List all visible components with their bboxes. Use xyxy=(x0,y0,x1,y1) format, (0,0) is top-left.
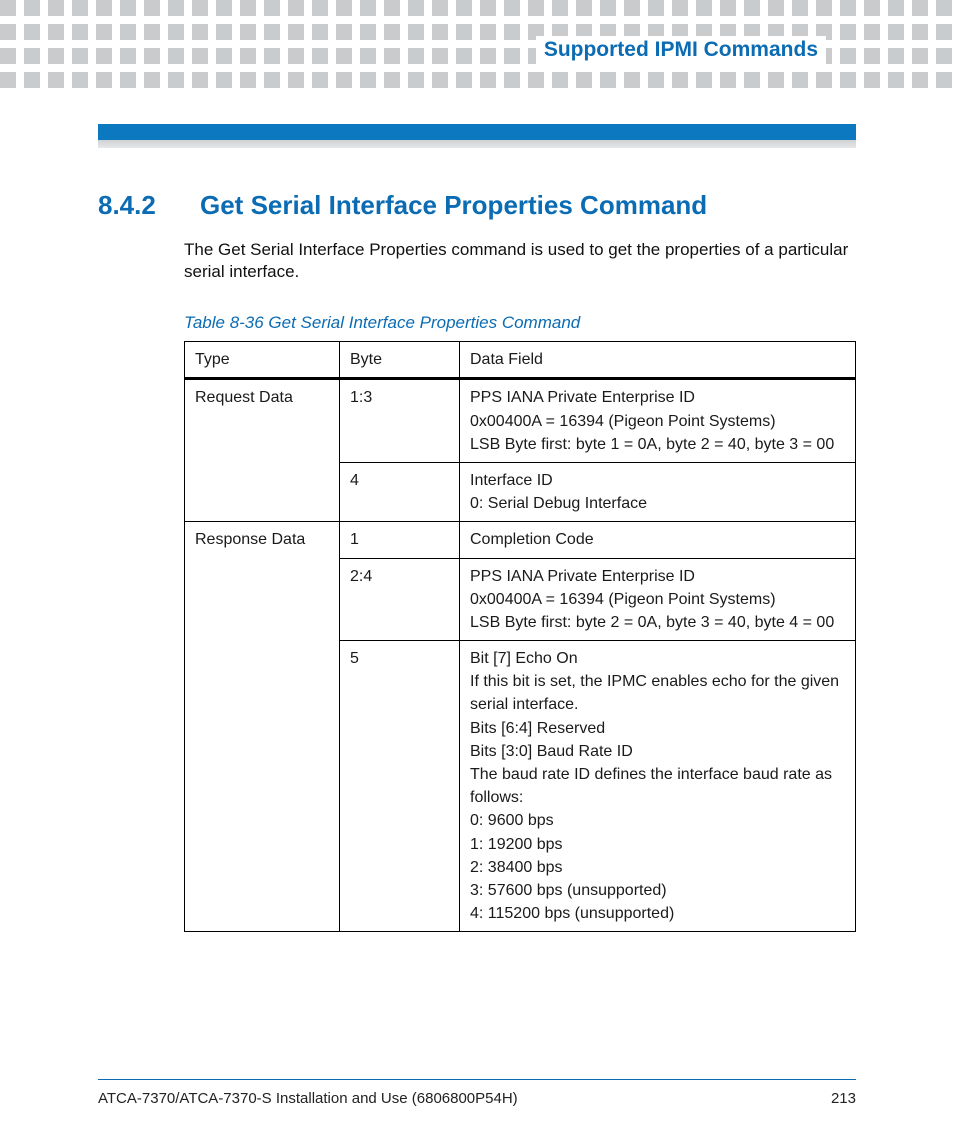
cell-data-line: Bits [6:4] Reserved xyxy=(470,717,845,740)
cell-data-line: 0x00400A = 16394 (Pigeon Point Systems) xyxy=(470,588,845,611)
table-row: Request Data1:3PPS IANA Private Enterpri… xyxy=(185,379,856,463)
header-blue-bar xyxy=(98,124,856,140)
cell-data: PPS IANA Private Enterprise ID0x00400A =… xyxy=(460,558,856,641)
cell-data-line: Bit [7] Echo On xyxy=(470,647,845,670)
footer-doc-title: ATCA-7370/ATCA-7370-S Installation and U… xyxy=(98,1090,518,1107)
cell-data-line: PPS IANA Private Enterprise ID xyxy=(470,386,845,409)
cell-type: Response Data xyxy=(185,522,340,932)
cell-data-line: If this bit is set, the IPMC enables ech… xyxy=(470,670,845,716)
cell-data-line: 0x00400A = 16394 (Pigeon Point Systems) xyxy=(470,410,845,433)
header-grey-bar xyxy=(98,140,856,148)
cell-data-line: 3: 57600 bps (unsupported) xyxy=(470,879,845,902)
cell-byte: 2:4 xyxy=(340,558,460,641)
table-body: Request Data1:3PPS IANA Private Enterpri… xyxy=(185,379,856,932)
chapter-title-wrap: Supported IPMI Commands xyxy=(536,36,826,64)
cell-data-line: Bits [3:0] Baud Rate ID xyxy=(470,740,845,763)
cell-data-line: PPS IANA Private Enterprise ID xyxy=(470,565,845,588)
cell-data: Interface ID0: Serial Debug Interface xyxy=(460,462,856,521)
cell-data-line: 1: 19200 bps xyxy=(470,833,845,856)
cell-data-line: LSB Byte first: byte 2 = 0A, byte 3 = 40… xyxy=(470,611,845,634)
chapter-title: Supported IPMI Commands xyxy=(544,38,818,61)
footer-page-number: 213 xyxy=(831,1090,856,1107)
cell-byte: 1:3 xyxy=(340,379,460,463)
section-heading: 8.4.2 Get Serial Interface Properties Co… xyxy=(98,190,856,221)
col-header-byte: Byte xyxy=(340,342,460,379)
cell-data: Bit [7] Echo OnIf this bit is set, the I… xyxy=(460,641,856,932)
cell-data: PPS IANA Private Enterprise ID0x00400A =… xyxy=(460,379,856,463)
cell-data-line: 0: Serial Debug Interface xyxy=(470,492,845,515)
cell-data-line: The baud rate ID defines the interface b… xyxy=(470,763,845,809)
cell-data-line: 4: 115200 bps (unsupported) xyxy=(470,902,845,925)
cell-data-line: Completion Code xyxy=(470,528,845,551)
col-header-data: Data Field xyxy=(460,342,856,379)
col-header-type: Type xyxy=(185,342,340,379)
table-row: Response Data1Completion Code xyxy=(185,522,856,558)
section-title: Get Serial Interface Properties Command xyxy=(200,190,707,221)
cell-data-line: 0: 9600 bps xyxy=(470,809,845,832)
cell-data-line: 2: 38400 bps xyxy=(470,856,845,879)
cell-byte: 1 xyxy=(340,522,460,558)
cell-data-line: Interface ID xyxy=(470,469,845,492)
command-table: Type Byte Data Field Request Data1:3PPS … xyxy=(184,341,856,932)
cell-byte: 4 xyxy=(340,462,460,521)
table-caption: Table 8-36 Get Serial Interface Properti… xyxy=(184,313,856,333)
content-area: 8.4.2 Get Serial Interface Properties Co… xyxy=(98,190,856,932)
cell-data-line: LSB Byte first: byte 1 = 0A, byte 2 = 40… xyxy=(470,433,845,456)
page-footer: ATCA-7370/ATCA-7370-S Installation and U… xyxy=(98,1079,856,1107)
table-header-row: Type Byte Data Field xyxy=(185,342,856,379)
page: Supported IPMI Commands 8.4.2 Get Serial… xyxy=(0,0,954,1145)
cell-data: Completion Code xyxy=(460,522,856,558)
section-body: The Get Serial Interface Properties comm… xyxy=(184,239,856,283)
section-number: 8.4.2 xyxy=(98,190,168,221)
cell-byte: 5 xyxy=(340,641,460,932)
cell-type: Request Data xyxy=(185,379,340,522)
